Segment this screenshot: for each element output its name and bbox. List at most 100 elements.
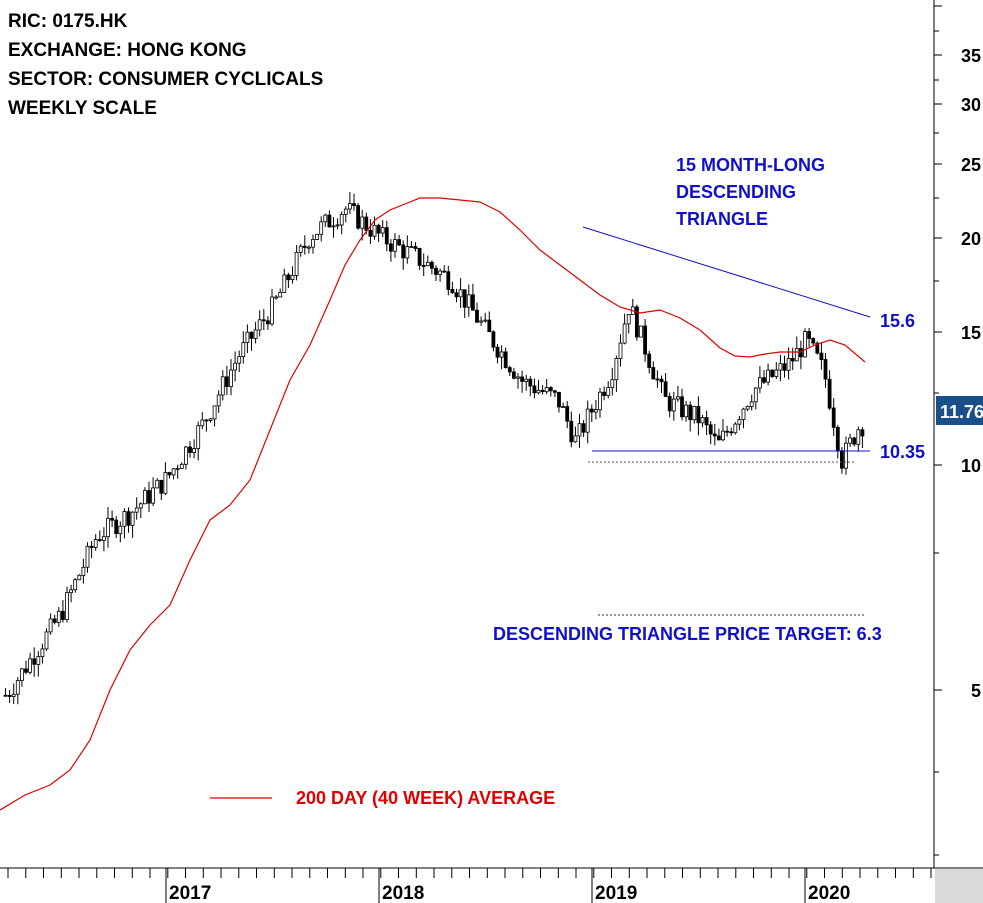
candle-body — [782, 363, 787, 371]
candle-body — [811, 338, 816, 344]
candle-body — [565, 406, 570, 422]
candle-body — [753, 387, 758, 403]
candle-body — [466, 294, 471, 308]
candle-body — [138, 503, 143, 509]
candle-body — [470, 294, 475, 311]
candle-body — [409, 246, 414, 249]
candle-body — [483, 319, 488, 322]
candle-body — [73, 579, 78, 591]
candle-body — [298, 245, 303, 253]
candle-body — [81, 566, 86, 576]
candle-body — [450, 288, 455, 294]
candle-body — [220, 376, 225, 396]
candle-body — [208, 418, 213, 421]
candle-body — [544, 387, 549, 393]
candle-body — [548, 387, 553, 392]
candle-body — [77, 574, 82, 581]
candle-body — [3, 694, 8, 697]
resistance-label: 15.6 — [880, 311, 915, 331]
candle-body — [61, 610, 65, 620]
last-price-badge — [936, 396, 983, 425]
candle-body — [347, 203, 352, 210]
candle-body — [253, 329, 258, 339]
candle-body — [499, 351, 504, 358]
candle-body — [306, 246, 311, 249]
candle-body — [245, 331, 250, 343]
candle-body — [671, 398, 676, 412]
candle-body — [696, 405, 701, 424]
y-tick-label: 25 — [961, 155, 981, 175]
candle-body — [622, 323, 627, 344]
candle-body — [212, 405, 217, 420]
candle-body — [827, 378, 832, 409]
candle-body — [700, 417, 705, 424]
candle-body — [118, 525, 123, 535]
candle-body — [589, 408, 594, 413]
candle-body — [434, 267, 438, 275]
candle-body — [741, 408, 746, 420]
support-label: 10.35 — [880, 442, 925, 462]
candle-body — [286, 274, 291, 281]
info-ric: RIC: 0175.HK — [8, 11, 128, 32]
candle-body — [69, 589, 73, 593]
candle-body — [803, 331, 807, 358]
candle-body — [384, 227, 389, 245]
candle-body — [442, 270, 447, 273]
candle-body — [233, 362, 238, 371]
candle-body — [421, 264, 426, 267]
candle-body — [413, 246, 418, 249]
pattern-annotation: DESCENDING — [676, 182, 796, 202]
candle-body — [159, 479, 164, 494]
candle-body — [585, 408, 590, 433]
candle-body — [528, 378, 533, 387]
candle-body — [85, 545, 90, 568]
candle-body — [503, 351, 508, 368]
candle-body — [335, 224, 340, 227]
axis-corner — [935, 869, 983, 903]
candle-body — [745, 405, 750, 410]
candle-body — [840, 450, 844, 469]
candle-body — [192, 448, 197, 453]
candle-body — [130, 511, 135, 526]
candle-body — [147, 490, 151, 504]
candle-body — [712, 433, 717, 437]
candle-body — [643, 325, 647, 355]
candle-body — [405, 246, 410, 259]
candle-body — [561, 406, 565, 408]
candle-body — [171, 468, 176, 476]
candle-body — [581, 423, 586, 433]
candle-body — [65, 592, 69, 620]
candle-body — [372, 224, 377, 237]
candle-body — [540, 389, 545, 392]
candle-body — [454, 292, 459, 298]
candle-body — [831, 407, 836, 428]
candle-body — [844, 442, 848, 469]
candle-body — [32, 658, 37, 665]
candle-body — [134, 507, 139, 513]
candle-body — [856, 429, 861, 445]
candle-body — [799, 348, 803, 358]
candle-body — [495, 346, 500, 358]
candle-body — [200, 419, 205, 427]
candle-body — [725, 430, 729, 433]
candle-body — [577, 423, 582, 437]
candle-body — [680, 396, 684, 418]
candle-body — [393, 239, 397, 252]
candle-body — [52, 618, 57, 623]
candle-body — [704, 417, 709, 426]
candle-body — [368, 229, 373, 237]
candle-body — [40, 648, 45, 658]
candle-body — [655, 378, 660, 381]
candle-body — [93, 539, 98, 548]
candle-body — [614, 358, 619, 381]
candle-body — [766, 369, 770, 383]
candle-body — [860, 429, 865, 437]
candle-body — [688, 404, 693, 421]
candle-body — [786, 357, 791, 371]
candlestick-series — [3, 192, 865, 705]
info-exchange: EXCHANGE: HONG KONG — [8, 40, 247, 61]
candle-body — [229, 369, 233, 388]
y-tick-label: 30 — [961, 95, 981, 115]
target-label: DESCENDING TRIANGLE PRICE TARGET: 6.3 — [493, 624, 882, 644]
y-tick-label: 20 — [961, 229, 981, 249]
